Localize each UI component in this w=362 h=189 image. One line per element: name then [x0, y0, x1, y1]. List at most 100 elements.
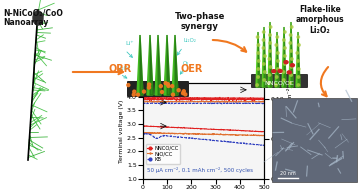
Ellipse shape: [275, 84, 277, 86]
Ellipse shape: [167, 84, 170, 88]
KB: [213, 102, 218, 105]
Ellipse shape: [277, 60, 279, 62]
Ellipse shape: [132, 93, 135, 96]
Ellipse shape: [136, 93, 139, 96]
NiO/CC: [225, 101, 230, 104]
Polygon shape: [289, 22, 293, 87]
Text: Li⁺: Li⁺: [125, 41, 134, 46]
Ellipse shape: [263, 79, 265, 81]
KB: [262, 102, 266, 104]
Ellipse shape: [272, 70, 276, 73]
Text: N-NiCoO₂/CoO
Nanoarray: N-NiCoO₂/CoO Nanoarray: [3, 8, 63, 27]
Ellipse shape: [276, 36, 278, 38]
Ellipse shape: [297, 76, 300, 78]
Ellipse shape: [275, 76, 278, 78]
Ellipse shape: [143, 90, 146, 93]
Ellipse shape: [283, 39, 285, 41]
NiO/CC: [262, 101, 266, 103]
Ellipse shape: [277, 68, 279, 70]
NNCO/CC: [207, 97, 211, 99]
NiO/CC: [213, 100, 218, 102]
NNCO/CC: [141, 96, 146, 99]
Polygon shape: [264, 27, 266, 87]
Polygon shape: [282, 27, 286, 87]
Ellipse shape: [298, 44, 300, 46]
Polygon shape: [284, 27, 286, 87]
Ellipse shape: [269, 50, 271, 52]
Polygon shape: [155, 35, 161, 95]
Polygon shape: [296, 32, 300, 87]
NiO/CC: [207, 101, 211, 103]
Polygon shape: [164, 35, 170, 95]
Text: Li₂O₂: Li₂O₂: [118, 66, 131, 71]
KB: [141, 102, 146, 104]
Ellipse shape: [257, 52, 260, 54]
Legend: NNCO/CC, NiO/CC, KB: NNCO/CC, NiO/CC, KB: [146, 144, 180, 163]
Ellipse shape: [289, 34, 292, 36]
Ellipse shape: [33, 11, 43, 25]
Ellipse shape: [297, 84, 300, 86]
Ellipse shape: [148, 83, 151, 86]
NNCO/CC: [213, 97, 218, 99]
NNCO/CC: [240, 97, 245, 99]
Ellipse shape: [296, 52, 299, 54]
Text: Two-phase
synergy: Two-phase synergy: [175, 12, 225, 31]
Ellipse shape: [284, 47, 286, 49]
Polygon shape: [172, 35, 178, 95]
Ellipse shape: [262, 31, 265, 33]
Ellipse shape: [290, 66, 292, 68]
Text: OER: OER: [181, 64, 203, 74]
Ellipse shape: [290, 50, 292, 52]
Text: 20 nm: 20 nm: [280, 171, 296, 176]
Polygon shape: [150, 35, 153, 95]
NiO/CC: [199, 101, 203, 103]
FancyBboxPatch shape: [272, 98, 357, 182]
Polygon shape: [258, 32, 260, 87]
Text: ORR: ORR: [108, 64, 132, 74]
Ellipse shape: [182, 90, 185, 93]
Ellipse shape: [275, 44, 278, 46]
Ellipse shape: [298, 68, 300, 70]
Polygon shape: [268, 22, 272, 87]
Ellipse shape: [290, 74, 292, 76]
Ellipse shape: [172, 93, 174, 96]
Ellipse shape: [291, 58, 293, 60]
Ellipse shape: [256, 36, 259, 38]
KB: [230, 102, 234, 104]
Text: 50 μA cm⁻², 0.1 mAh cm⁻², 500 cycles: 50 μA cm⁻², 0.1 mAh cm⁻², 500 cycles: [147, 167, 253, 173]
Line: KB: KB: [143, 103, 264, 104]
Ellipse shape: [257, 44, 260, 46]
Ellipse shape: [278, 70, 282, 72]
Ellipse shape: [262, 63, 265, 65]
Ellipse shape: [257, 76, 260, 78]
Polygon shape: [262, 27, 266, 87]
Polygon shape: [277, 32, 279, 87]
NiO/CC: [141, 100, 146, 102]
Text: Li₂O₂: Li₂O₂: [183, 38, 196, 43]
Line: NiO/CC: NiO/CC: [143, 101, 264, 102]
KB: [241, 102, 245, 105]
Text: Flake-like
amorphous
Li₂O₂: Flake-like amorphous Li₂O₂: [296, 5, 344, 35]
NNCO/CC: [260, 97, 264, 99]
Polygon shape: [147, 35, 153, 95]
Ellipse shape: [177, 89, 180, 92]
Ellipse shape: [290, 64, 294, 67]
Ellipse shape: [269, 26, 272, 28]
Line: NNCO/CC: NNCO/CC: [143, 97, 264, 98]
Ellipse shape: [257, 68, 260, 70]
FancyBboxPatch shape: [127, 81, 189, 97]
Ellipse shape: [268, 74, 271, 76]
Ellipse shape: [184, 93, 187, 96]
Polygon shape: [175, 35, 178, 95]
Polygon shape: [256, 32, 260, 87]
Ellipse shape: [164, 82, 167, 85]
Polygon shape: [137, 35, 143, 95]
Ellipse shape: [289, 82, 291, 84]
Ellipse shape: [287, 71, 291, 74]
Ellipse shape: [297, 36, 299, 38]
Text: NNCO/CC: NNCO/CC: [264, 81, 294, 85]
NNCO/CC: [262, 97, 266, 100]
Ellipse shape: [133, 90, 136, 93]
Ellipse shape: [283, 63, 286, 65]
Ellipse shape: [262, 47, 265, 49]
